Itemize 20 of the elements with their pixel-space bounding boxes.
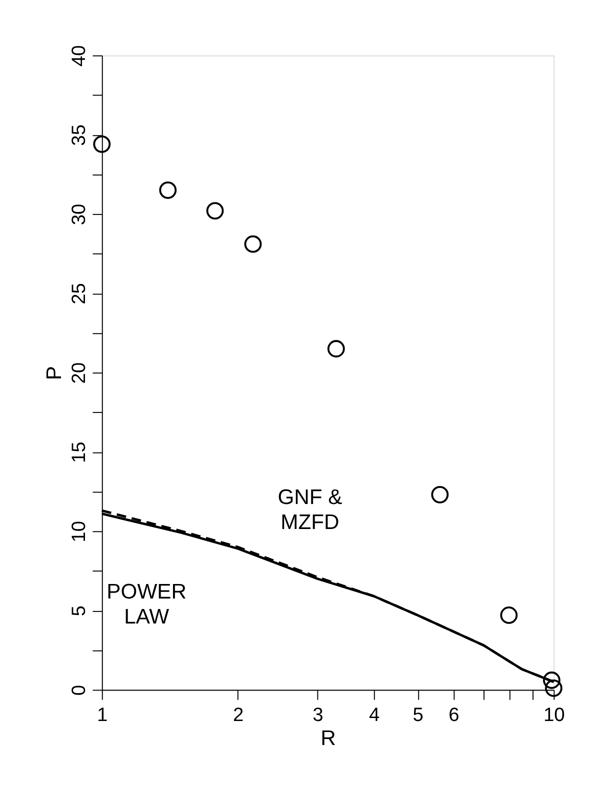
x-tick-label: 10	[543, 705, 565, 726]
y-tick-label: 0	[69, 684, 90, 696]
x-tick-label: 4	[369, 705, 380, 726]
y-tick-label: 10	[69, 520, 90, 542]
x-tick-label: 5	[412, 705, 424, 726]
x-tick-label: 1	[97, 705, 108, 726]
x-tick-label: 2	[233, 705, 244, 726]
y-tick-label: 20	[69, 362, 90, 384]
y-tick-label: 30	[69, 204, 90, 226]
text: POWER LAW	[106, 580, 186, 629]
y-axis-title: P	[43, 366, 66, 380]
y-tick-label: 35	[69, 124, 90, 146]
y-tick-label: 5	[69, 606, 90, 616]
x-tick-label: 6	[448, 705, 460, 726]
series-label: GNF & MZFD	[278, 486, 342, 534]
x-axis-title: R	[320, 727, 336, 750]
y-tick-label: 40	[69, 45, 90, 67]
y-tick-label: 15	[69, 442, 90, 464]
x-tick-label: 3	[312, 705, 324, 726]
y-tick-label: 25	[69, 283, 90, 304]
